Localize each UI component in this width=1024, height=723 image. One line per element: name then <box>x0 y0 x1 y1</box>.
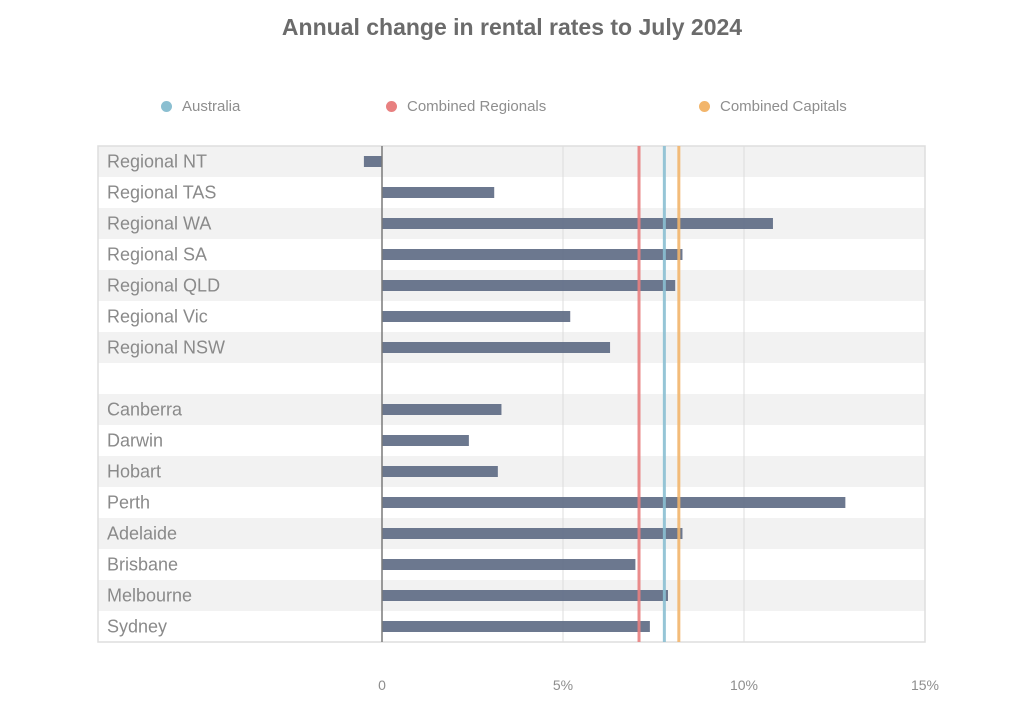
category-label: Perth <box>107 493 150 513</box>
x-tick-label: 0 <box>378 677 386 693</box>
category-label: Regional Vic <box>107 307 208 327</box>
bar <box>382 218 773 229</box>
bar <box>382 590 668 601</box>
legend-item-combined-regionals[interactable]: Combined Regionals <box>386 98 546 115</box>
category-label: Hobart <box>107 462 161 482</box>
row-band <box>98 363 925 394</box>
bar <box>382 466 498 477</box>
bar <box>382 435 469 446</box>
legend-dot-icon <box>699 101 710 112</box>
legend-label: Combined Regionals <box>407 98 547 115</box>
bar <box>382 249 683 260</box>
bar <box>382 342 611 353</box>
category-label: Regional QLD <box>107 276 220 296</box>
legend-item-combined-capitals[interactable]: Combined Capitals <box>699 98 847 115</box>
category-label: Sydney <box>107 617 167 637</box>
legend-label: Combined Capitals <box>720 98 847 115</box>
category-label: Regional TAS <box>107 183 216 203</box>
row-band <box>98 146 925 177</box>
bar <box>382 404 502 415</box>
bar <box>382 621 650 632</box>
bar <box>382 280 676 291</box>
category-label: Regional WA <box>107 214 211 234</box>
bar <box>382 187 495 198</box>
category-label: Regional SA <box>107 245 207 265</box>
x-tick-label: 5% <box>553 677 573 693</box>
chart-title: Annual change in rental rates to July 20… <box>281 14 743 40</box>
category-label: Brisbane <box>107 555 178 575</box>
legend-label: Australia <box>182 98 241 115</box>
legend-dot-icon <box>386 101 397 112</box>
bar <box>363 156 382 167</box>
bar <box>382 497 846 508</box>
bar <box>382 559 636 570</box>
category-label: Regional NSW <box>107 338 225 358</box>
plot-frame <box>97 145 926 643</box>
row-band <box>98 425 925 456</box>
x-tick-label: 10% <box>730 677 758 693</box>
category-label: Darwin <box>107 431 163 451</box>
category-label: Regional NT <box>107 152 207 172</box>
x-tick-label: 15% <box>911 677 939 693</box>
row-band <box>98 177 925 208</box>
bar <box>382 528 683 539</box>
category-label: Melbourne <box>107 586 192 606</box>
bar <box>382 311 571 322</box>
category-label: Canberra <box>107 400 183 420</box>
legend: Australia Combined Regionals Combined Ca… <box>0 98 1024 118</box>
legend-item-australia[interactable]: Australia <box>161 98 240 115</box>
row-band <box>98 394 925 425</box>
category-label: Adelaide <box>107 524 177 544</box>
row-band <box>98 456 925 487</box>
legend-dot-icon <box>161 101 172 112</box>
